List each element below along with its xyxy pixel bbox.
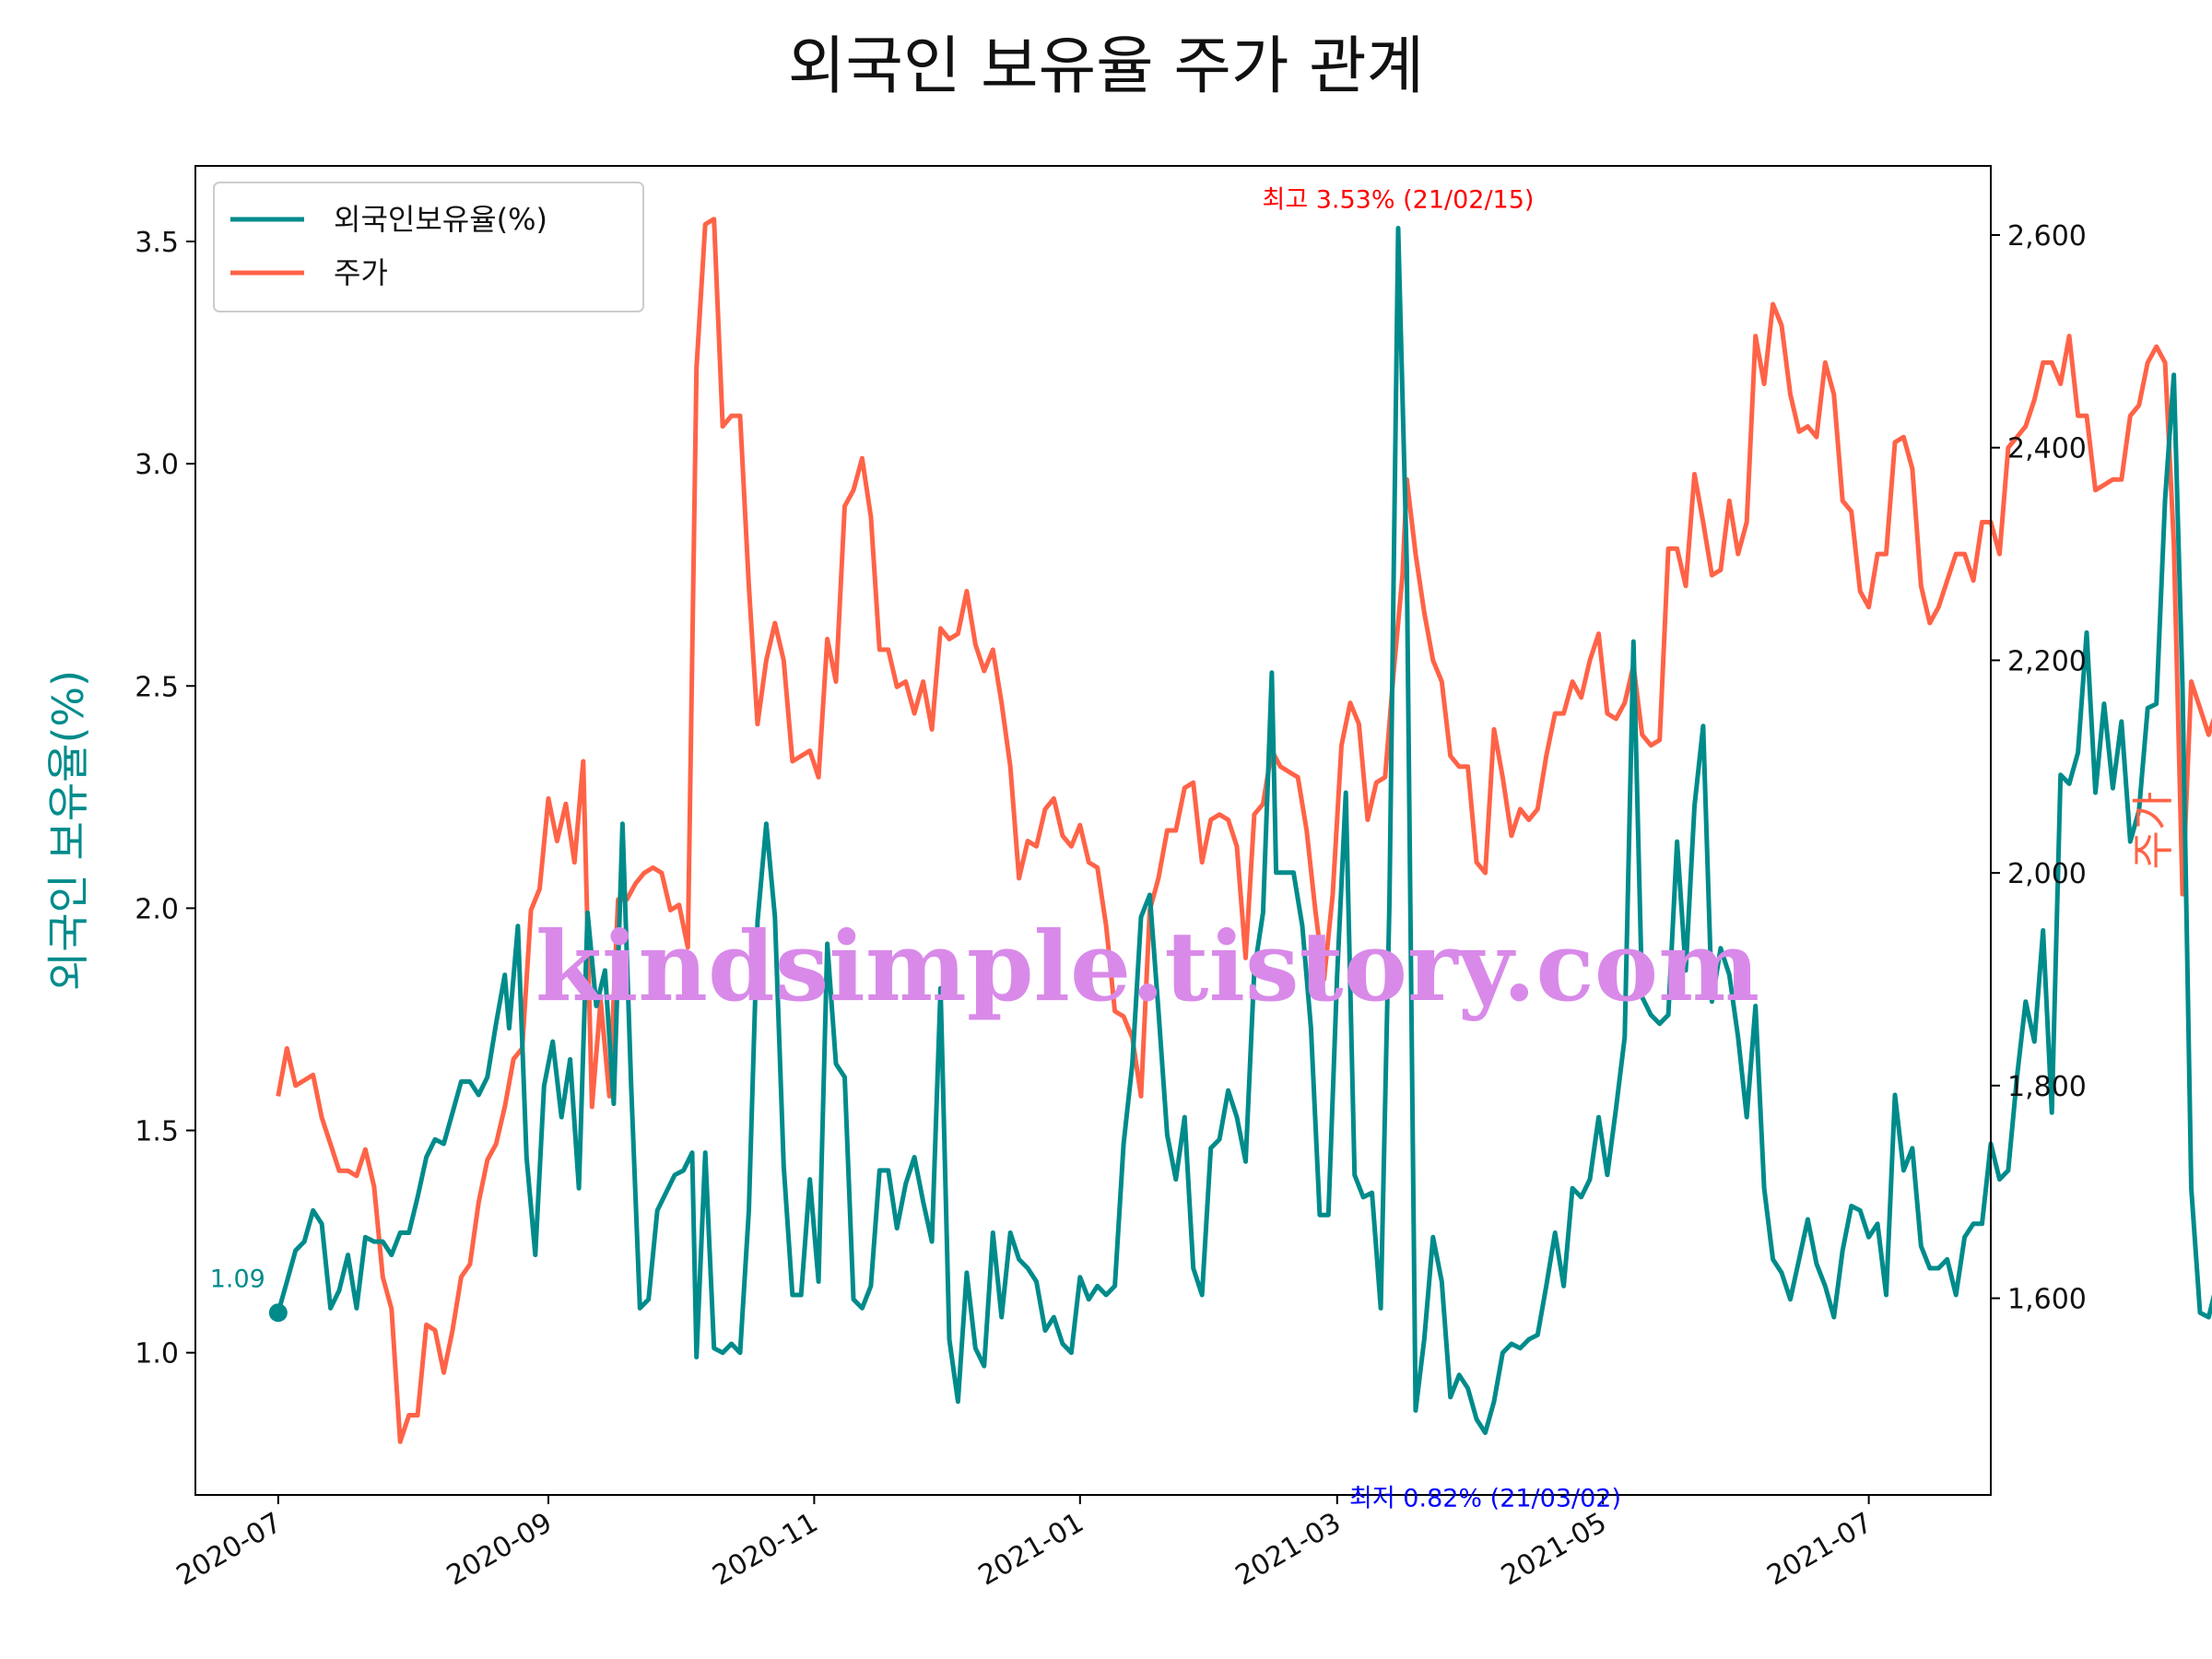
- legend-label-foreign-ratio: 외국인보유율(%): [334, 202, 547, 237]
- annotation-layer: 최고 3.53% (21/02/15) 최저 0.82% (21/03/02) 1.…: [210, 186, 1621, 1513]
- y-right-tick-label: 1,800: [2007, 1071, 2087, 1103]
- annotation-min: 최저 0.82% (21/03/02): [1349, 1484, 1621, 1512]
- left-axis: 1.0 1.5 2.0 2.5 3.0 3.5: [135, 227, 195, 1371]
- legend-box: [213, 182, 644, 312]
- plot-frame: [194, 165, 1992, 1496]
- legend: 외국인보유율(%) 주가: [213, 182, 644, 312]
- series-line-price: [276, 217, 2212, 1444]
- y-left-tick-label: 2.0: [135, 893, 179, 925]
- annotation-max: 최고 3.53% (21/02/15): [1262, 186, 1534, 215]
- y-left-tick-label: 1.5: [135, 1116, 179, 1148]
- start-marker: [268, 1303, 288, 1323]
- y-right-tick-label: 2,400: [2007, 433, 2087, 465]
- y-right-tick-label: 1,600: [2007, 1284, 2087, 1316]
- y-axis-left-label: 외국인 보유율(%): [43, 670, 93, 991]
- y-right-tick-label: 2,600: [2007, 220, 2087, 253]
- y-left-tick-label: 2.5: [135, 671, 179, 703]
- y-axis-right-label: 주가: [2128, 792, 2178, 870]
- watermark: kindsimple.tistory.com: [535, 910, 1759, 1023]
- legend-label-price: 주가: [334, 255, 388, 290]
- series-line-foreign-ratio: [276, 226, 2212, 1435]
- right-axis: 1,600 1,800 2,000 2,200 2,400 2,600: [1991, 220, 2087, 1316]
- series-layer: [276, 217, 2212, 1444]
- y-left-tick-label: 1.0: [135, 1338, 179, 1371]
- y-left-tick-label: 3.0: [135, 449, 179, 481]
- y-left-tick-label: 3.5: [135, 227, 179, 259]
- y-right-tick-label: 2,200: [2007, 645, 2087, 677]
- annotation-start: 1.09: [210, 1265, 265, 1293]
- chart-title: 외국인 보유율 주가 관계: [788, 30, 1424, 103]
- y-right-tick-label: 2,000: [2007, 858, 2087, 890]
